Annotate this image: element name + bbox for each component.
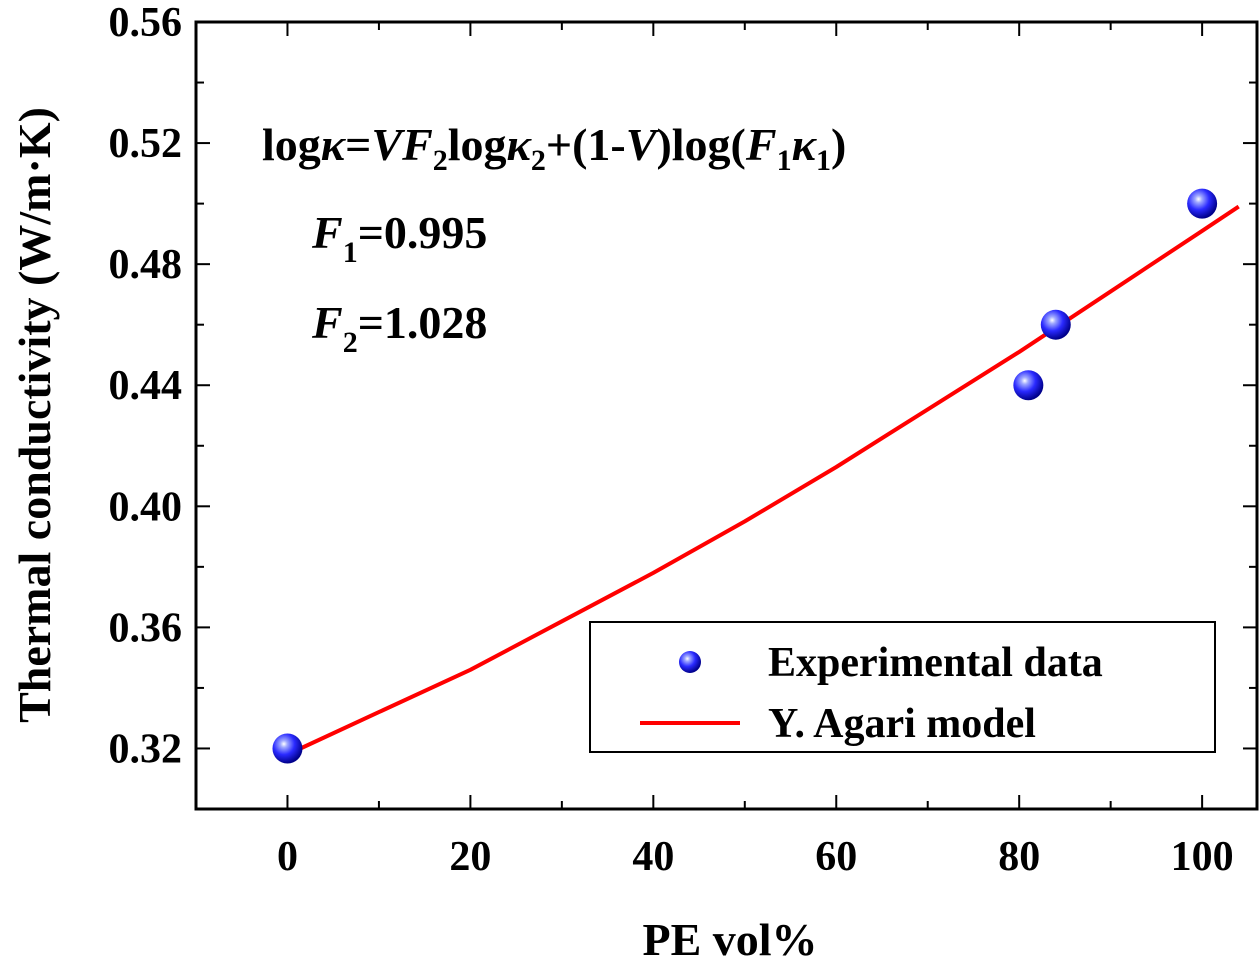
data-points-group bbox=[272, 188, 1218, 764]
y-axis-title: Thermal conductivity (W/m·K) bbox=[9, 107, 60, 723]
y-tick-label: 0.32 bbox=[109, 726, 183, 772]
legend-box bbox=[589, 621, 1216, 753]
y-tick-label: 0.48 bbox=[109, 242, 183, 288]
data-point bbox=[1187, 188, 1218, 219]
x-tick-label: 40 bbox=[632, 834, 674, 880]
y-tick-label: 0.40 bbox=[109, 484, 183, 530]
model-line-group bbox=[286, 204, 1240, 757]
y-tick-label: 0.36 bbox=[109, 605, 183, 651]
y-tick-label: 0.56 bbox=[109, 0, 183, 46]
x-tick-label: 100 bbox=[1171, 834, 1234, 880]
plot-frame bbox=[194, 20, 1259, 811]
x-tick-label: 60 bbox=[815, 834, 857, 880]
y-tick-label: 0.52 bbox=[109, 121, 183, 167]
f2-annotation: F2=1.028 bbox=[311, 297, 487, 359]
data-point bbox=[1040, 309, 1071, 340]
legend-label-model: Y. Agari model bbox=[768, 701, 1036, 747]
data-point bbox=[272, 733, 303, 764]
equation-annotation: logκ=VF2logκ2+(1-V)log(F1κ1) bbox=[262, 119, 846, 177]
tick-marks bbox=[196, 22, 1257, 809]
x-tick-label: 20 bbox=[449, 834, 491, 880]
model-line bbox=[286, 204, 1240, 757]
legend: Experimental data Y. Agari model bbox=[589, 621, 1216, 753]
x-tick-label: 0 bbox=[277, 834, 298, 880]
y-tick-label: 0.44 bbox=[109, 363, 183, 409]
y-tick-labels: 0.32 0.36 0.40 0.44 0.48 0.52 0.56 bbox=[109, 0, 183, 772]
x-axis-title: PE vol% bbox=[642, 914, 817, 959]
x-tick-label: 80 bbox=[998, 834, 1040, 880]
f1-annotation: F1=0.995 bbox=[311, 207, 487, 269]
legend-marker-experimental bbox=[679, 651, 701, 673]
data-point bbox=[1013, 370, 1044, 401]
x-tick-labels: 0 20 40 60 80 100 bbox=[277, 834, 1234, 880]
legend-label-experimental: Experimental data bbox=[768, 640, 1103, 686]
